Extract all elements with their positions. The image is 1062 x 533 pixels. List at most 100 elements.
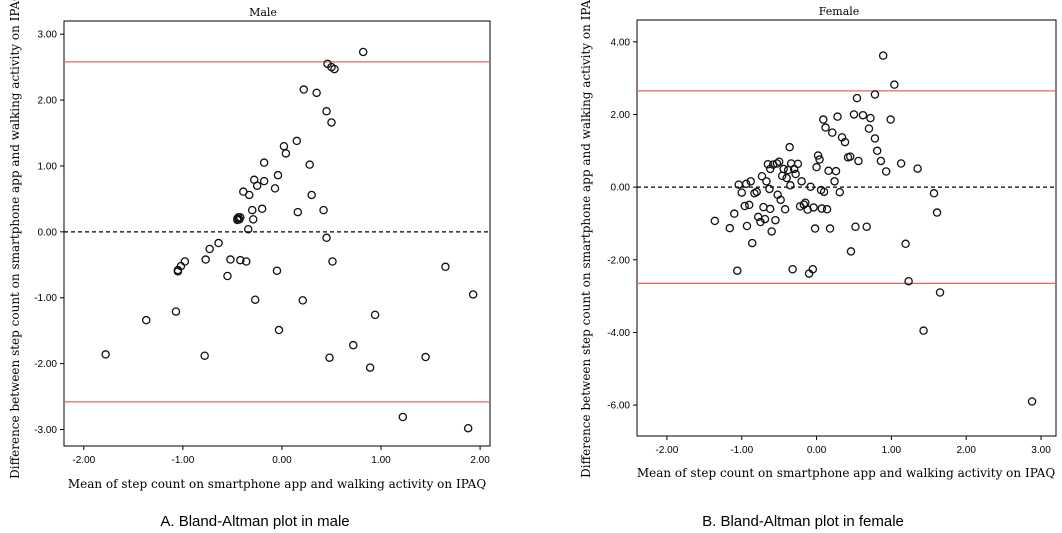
female-data-point [819,115,828,124]
male-plot-frame [63,20,491,447]
male-data-point [328,257,337,266]
male-data-point [312,88,321,98]
female-data-point [791,169,800,179]
female-data-point [852,93,862,103]
female-data-point [777,171,787,181]
female-data-point [765,204,775,214]
male-plot-caption: A. Bland-Altman plot in male [160,513,349,530]
male-data-point [270,184,280,193]
female-data-point [742,221,752,231]
female-data-point [845,152,855,161]
male-data-point [171,307,181,316]
female-data-point [870,134,880,143]
female-data-point [919,326,928,335]
female-data-point [870,90,880,99]
male-data-point [257,204,267,214]
male-data-point [252,181,262,190]
female-data-point [733,266,742,275]
male-data-point [279,141,289,151]
female-data-point [849,110,859,119]
female-data-point [741,179,751,189]
female-data-point [896,159,906,168]
female-data-point [822,205,832,214]
female-data-point [797,177,806,186]
male-y-tick-label: -2.00 [34,359,57,370]
female-data-point [1027,397,1037,406]
female-data-point [824,166,833,176]
female-data-point [806,182,815,192]
female-data-point [840,137,850,147]
male-data-point [226,255,235,264]
male-bland-altman-plot: Male -2.00 -1.00 0.00 1.00 2.00 -3.00 -2.00 -1.… [8,0,491,530]
female-data-point [710,216,720,226]
male-y-tick-label: 2.00 [38,96,58,107]
female-x-tick-label: 1.00 [882,445,902,456]
female-data-point [765,184,774,194]
male-data-point [259,158,269,167]
female-x-tick-label: 0.00 [807,445,827,456]
male-y-tick-label: -3.00 [34,425,57,436]
male-data-point [205,244,214,254]
male-data-point [305,160,314,169]
female-data-point [780,205,790,214]
male-data-point [319,205,328,215]
male-plot-title: Male [249,6,277,19]
female-data-point [772,159,782,168]
male-y-axis-label: Difference between step count on smartph… [8,0,22,479]
female-data-point [854,156,863,166]
female-bland-altman-plot: Female -2.00 -1.00 0.00 1.00 2.00 3.00 -6.00 -4… [579,0,1057,530]
male-data-point [293,207,303,217]
male-data-point [463,423,473,433]
male-x-axis-label: Mean of step count on smartphone app and… [68,477,487,491]
female-y-axis-label: Difference between step count on smartph… [579,0,593,478]
male-data-point [292,136,302,146]
female-data-point [776,195,785,205]
female-data-point [890,80,899,89]
female-data-point [808,264,818,274]
female-data-point [762,177,771,186]
male-data-point [349,340,358,350]
male-data-point [274,325,284,335]
male-data-point [247,205,257,215]
female-data-point [725,223,735,233]
female-data-point [782,173,791,183]
female-data-point [846,247,856,256]
male-data-point [370,310,380,320]
male-data-point [245,190,254,200]
female-data-point [779,164,788,174]
female-data-point [901,239,910,249]
female-data-point [881,167,891,176]
male-data-point [201,255,210,264]
male-data-point [307,190,316,200]
female-data-point [866,113,875,123]
female-y-tick-label: -4.00 [607,328,630,339]
female-data-point [747,238,757,248]
female-y-tick-label: -2.00 [607,255,630,266]
male-x-tick-label: -2.00 [72,455,95,466]
male-data-point [236,213,245,222]
female-data-point [785,142,794,152]
female-data-point [904,276,913,286]
female-data-point [810,224,820,233]
male-data-point [322,107,331,116]
female-data-point [752,187,761,197]
female-data-point [793,159,803,169]
male-data-point [325,353,334,362]
female-data-point [809,203,818,212]
male-data-point [441,262,450,272]
male-data-point [101,350,110,359]
female-data-point [828,128,837,137]
female-plot-caption: B. Bland-Altman plot in female [702,513,904,530]
female-data-point [757,171,767,181]
male-data-point [200,351,209,360]
male-data-point [365,363,375,372]
female-data-point [825,224,835,233]
male-x-tick-label: -1.00 [171,455,194,466]
female-data-point [821,123,830,132]
female-data-point [812,162,821,172]
male-x-tick-label: 0.00 [272,455,292,466]
male-data-point [421,352,430,362]
male-data-point [250,295,260,304]
female-data-point [760,214,770,224]
